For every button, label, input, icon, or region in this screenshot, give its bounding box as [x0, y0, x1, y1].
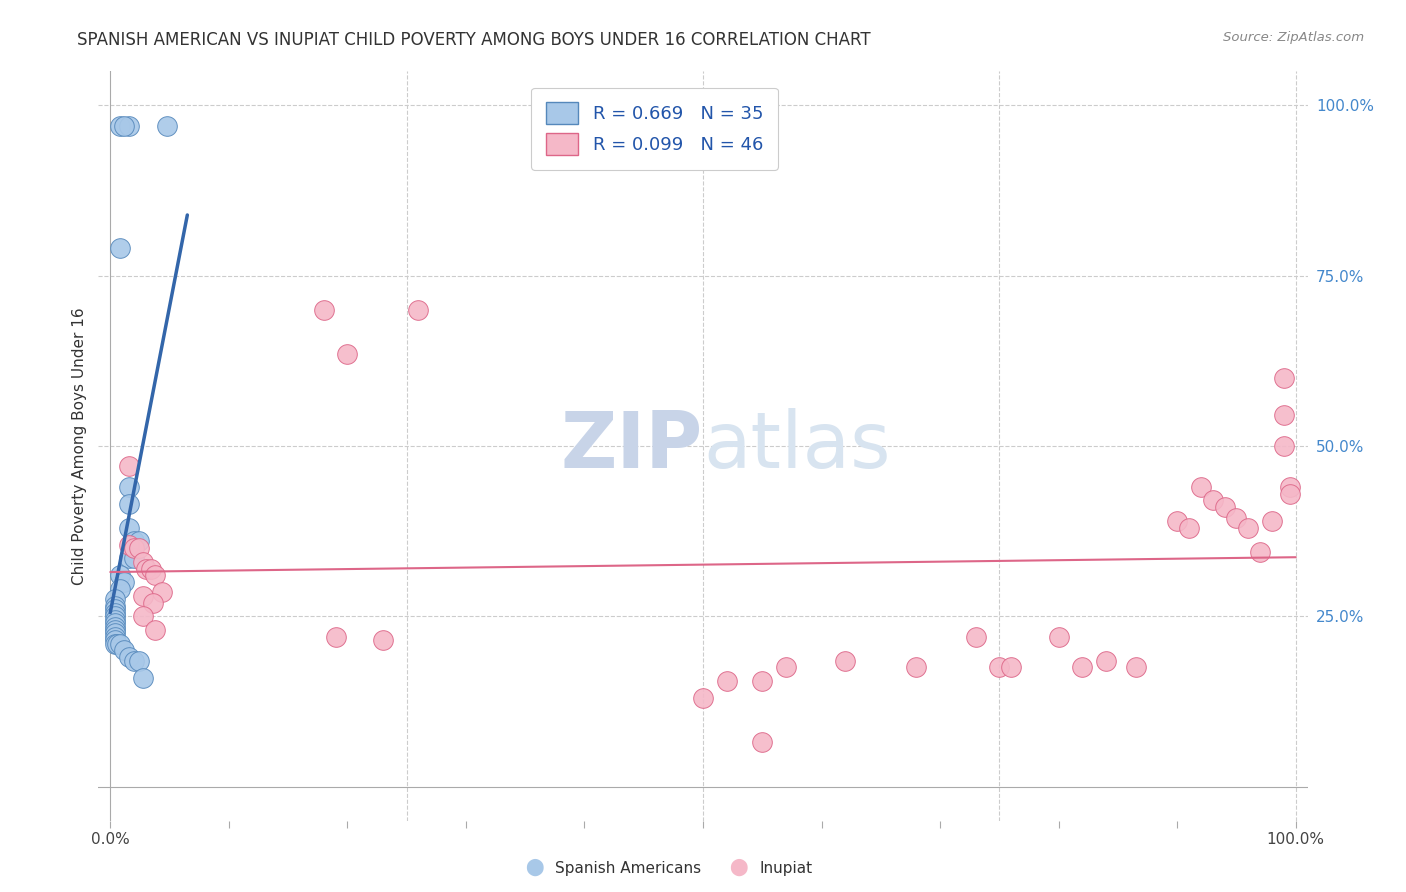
Point — [104, 630, 127, 644]
Point — [118, 538, 141, 552]
Point — [408, 302, 430, 317]
Point — [104, 623, 127, 637]
Point — [1272, 371, 1295, 385]
Point — [1166, 514, 1188, 528]
Point — [128, 654, 150, 668]
Text: ⬤: ⬤ — [524, 858, 544, 876]
Point — [1095, 654, 1118, 668]
Point — [692, 691, 714, 706]
Point — [114, 119, 136, 133]
Point — [1272, 439, 1295, 453]
Point — [122, 654, 145, 668]
Point — [1261, 514, 1284, 528]
Point — [132, 555, 155, 569]
Text: Source: ZipAtlas.com: Source: ZipAtlas.com — [1223, 31, 1364, 45]
Point — [118, 521, 141, 535]
Point — [104, 606, 127, 620]
Text: ⬤: ⬤ — [728, 858, 748, 876]
Point — [1278, 486, 1301, 500]
Point — [104, 609, 127, 624]
Point — [108, 568, 131, 582]
Point — [1213, 500, 1236, 515]
Point — [139, 561, 162, 575]
Point — [1278, 480, 1301, 494]
Point — [114, 643, 136, 657]
Point — [834, 654, 856, 668]
Point — [1071, 660, 1094, 674]
Point — [104, 626, 127, 640]
Point — [988, 660, 1011, 674]
Point — [312, 302, 335, 317]
Point — [104, 599, 127, 613]
Point — [108, 242, 131, 256]
Text: SPANISH AMERICAN VS INUPIAT CHILD POVERTY AMONG BOYS UNDER 16 CORRELATION CHART: SPANISH AMERICAN VS INUPIAT CHILD POVERT… — [77, 31, 870, 49]
Point — [152, 585, 174, 599]
Point — [104, 636, 127, 650]
Point — [142, 596, 165, 610]
Point — [325, 630, 347, 644]
Point — [1000, 660, 1022, 674]
Text: Spanish Americans: Spanish Americans — [555, 861, 702, 876]
Point — [751, 673, 773, 688]
Point — [1125, 660, 1147, 674]
Point — [118, 497, 141, 511]
Point — [905, 660, 928, 674]
Point — [122, 534, 145, 549]
Point — [132, 671, 155, 685]
Point — [104, 619, 127, 633]
Point — [118, 119, 141, 133]
Point — [132, 589, 155, 603]
Point — [1249, 544, 1271, 558]
Point — [143, 623, 166, 637]
Point — [1225, 510, 1247, 524]
Point — [104, 616, 127, 631]
Point — [371, 633, 394, 648]
Text: Inupiat: Inupiat — [759, 861, 813, 876]
Y-axis label: Child Poverty Among Boys Under 16: Child Poverty Among Boys Under 16 — [72, 307, 87, 585]
Point — [775, 660, 797, 674]
Point — [128, 534, 150, 549]
Point — [965, 630, 987, 644]
Point — [1189, 480, 1212, 494]
Point — [118, 459, 141, 474]
Point — [122, 541, 145, 556]
Point — [1272, 409, 1295, 423]
Point — [104, 633, 127, 648]
Point — [105, 636, 128, 650]
Point — [1178, 521, 1201, 535]
Point — [108, 582, 131, 596]
Point — [336, 347, 359, 361]
Point — [104, 613, 127, 627]
Text: atlas: atlas — [703, 408, 890, 484]
Point — [114, 575, 136, 590]
Point — [1047, 630, 1070, 644]
Point — [128, 541, 150, 556]
Point — [118, 551, 141, 566]
Point — [1202, 493, 1225, 508]
Point — [108, 636, 131, 650]
Point — [108, 119, 131, 133]
Point — [118, 480, 141, 494]
Point — [104, 602, 127, 616]
Legend: R = 0.669   N = 35, R = 0.099   N = 46: R = 0.669 N = 35, R = 0.099 N = 46 — [531, 88, 778, 169]
Point — [751, 735, 773, 749]
Point — [122, 551, 145, 566]
Point — [132, 609, 155, 624]
Point — [716, 673, 738, 688]
Point — [118, 650, 141, 665]
Text: ZIP: ZIP — [561, 408, 703, 484]
Point — [104, 592, 127, 607]
Point — [1237, 521, 1260, 535]
Point — [135, 561, 157, 575]
Point — [156, 119, 179, 133]
Point — [143, 568, 166, 582]
